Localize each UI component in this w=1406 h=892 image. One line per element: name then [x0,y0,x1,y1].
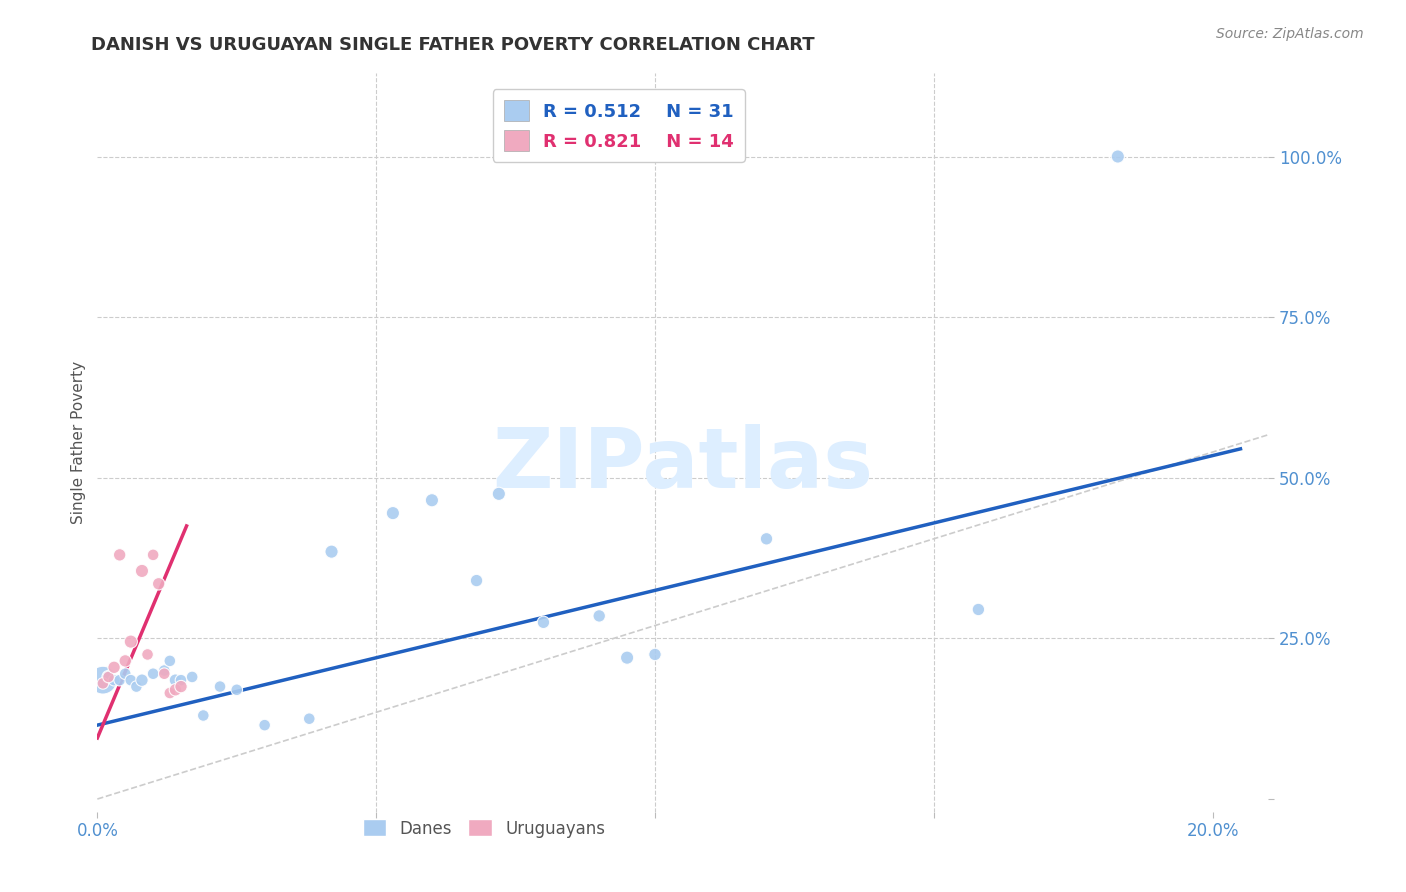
Point [103,673,125,688]
Point [148,576,170,591]
Point [298,712,321,726]
Point [533,615,555,630]
Point [142,548,165,562]
Point [108,673,131,688]
Point [159,654,181,668]
Point [97,670,120,684]
Point [1107,149,1129,163]
Point [91,673,114,688]
Point [153,664,176,678]
Point [208,680,231,694]
Point [420,493,443,508]
Point [114,654,136,668]
Point [131,564,153,578]
Point [588,608,610,623]
Point [114,666,136,681]
Point [225,682,247,697]
Point [170,673,193,688]
Point [616,650,638,665]
Point [103,660,125,674]
Point [131,673,153,688]
Point [108,548,131,562]
Point [465,574,488,588]
Point [159,686,181,700]
Point [170,680,193,694]
Point [153,666,176,681]
Y-axis label: Single Father Poverty: Single Father Poverty [72,361,86,524]
Text: Source: ZipAtlas.com: Source: ZipAtlas.com [1216,27,1364,41]
Point [97,670,120,684]
Point [142,666,165,681]
Point [120,634,142,648]
Point [488,487,510,501]
Point [181,670,204,684]
Point [136,648,159,662]
Point [193,708,215,723]
Point [967,602,990,616]
Point [91,676,114,690]
Point [644,648,666,662]
Point [125,680,148,694]
Point [120,673,142,688]
Legend: Danes, Uruguayans: Danes, Uruguayans [356,813,612,844]
Point [165,682,187,697]
Point [321,544,343,558]
Point [755,532,778,546]
Text: DANISH VS URUGUAYAN SINGLE FATHER POVERTY CORRELATION CHART: DANISH VS URUGUAYAN SINGLE FATHER POVERT… [91,36,815,54]
Text: ZIPatlas: ZIPatlas [492,424,873,505]
Point [165,673,187,688]
Point [253,718,276,732]
Point [381,506,404,520]
